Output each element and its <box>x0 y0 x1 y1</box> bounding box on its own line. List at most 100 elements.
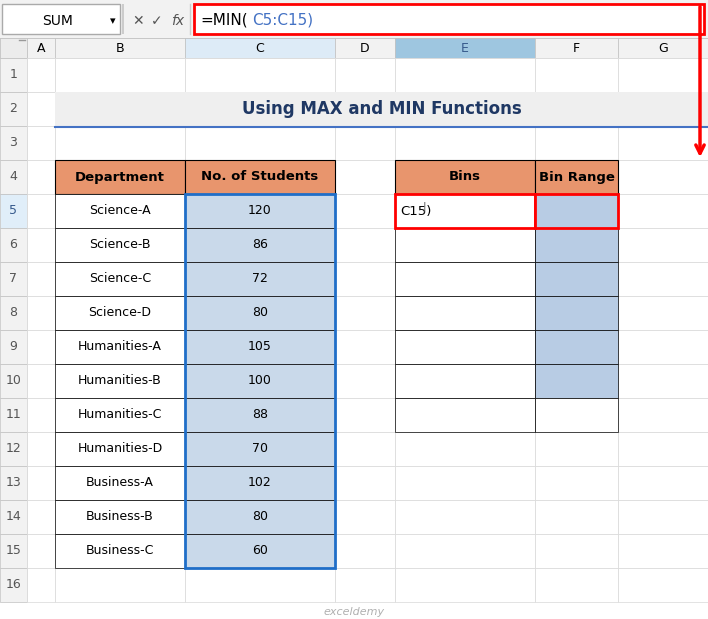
Bar <box>185 500 335 534</box>
Text: |: | <box>423 202 427 212</box>
Bar <box>335 534 395 568</box>
Bar <box>185 398 335 432</box>
Bar <box>618 160 708 194</box>
Text: SUM: SUM <box>42 14 74 28</box>
Bar <box>395 296 535 330</box>
Bar <box>27 228 55 262</box>
Bar <box>618 296 708 330</box>
Bar <box>55 160 185 194</box>
Bar <box>27 160 55 194</box>
Bar <box>55 534 185 568</box>
Text: Bin Range: Bin Range <box>539 170 615 183</box>
Text: 88: 88 <box>252 409 268 422</box>
Bar <box>55 262 185 296</box>
Bar <box>55 432 185 466</box>
Bar <box>185 432 335 466</box>
Bar <box>185 194 335 568</box>
Text: C5:C15): C5:C15) <box>252 12 313 27</box>
Bar <box>55 364 185 398</box>
Text: 11: 11 <box>6 409 21 422</box>
Text: 8: 8 <box>9 306 18 319</box>
Bar <box>395 398 535 432</box>
Bar <box>0 500 27 534</box>
Bar <box>185 500 335 534</box>
Bar <box>395 160 535 194</box>
Bar <box>185 398 335 432</box>
Bar <box>395 126 535 160</box>
Bar <box>0 568 27 602</box>
Bar <box>55 534 185 568</box>
Bar <box>535 330 618 364</box>
Bar <box>395 398 535 432</box>
Bar <box>185 228 335 262</box>
Bar <box>535 398 618 432</box>
Bar <box>335 262 395 296</box>
Bar <box>185 296 335 330</box>
Text: 4: 4 <box>10 170 18 183</box>
Bar <box>535 126 618 160</box>
Bar <box>395 194 535 228</box>
Bar <box>55 92 185 126</box>
Bar <box>535 194 618 228</box>
Bar <box>27 38 55 58</box>
Text: 102: 102 <box>248 477 272 490</box>
Bar <box>618 92 708 126</box>
Text: ✓: ✓ <box>152 14 163 28</box>
Bar <box>27 500 55 534</box>
Bar <box>27 92 55 126</box>
Bar <box>335 58 395 92</box>
Bar <box>395 364 535 398</box>
Bar <box>395 534 535 568</box>
Bar <box>0 160 27 194</box>
Bar <box>395 432 535 466</box>
Text: 6: 6 <box>10 238 18 251</box>
Bar <box>185 228 335 262</box>
Bar <box>335 92 395 126</box>
Bar <box>27 364 55 398</box>
Bar <box>185 534 335 568</box>
Bar <box>55 38 185 58</box>
Bar <box>185 194 335 228</box>
Text: 15: 15 <box>6 545 21 558</box>
Bar <box>185 38 335 58</box>
Bar <box>535 364 618 398</box>
Text: 13: 13 <box>6 477 21 490</box>
Text: 5: 5 <box>9 204 18 217</box>
Bar <box>0 432 27 466</box>
Bar <box>535 296 618 330</box>
Text: C: C <box>256 41 264 54</box>
Text: 14: 14 <box>6 511 21 524</box>
Bar <box>0 330 27 364</box>
Text: Business-B: Business-B <box>86 511 154 524</box>
Bar <box>55 194 185 228</box>
Text: Department: Department <box>75 170 165 183</box>
Bar <box>395 194 535 228</box>
Bar <box>0 262 27 296</box>
Bar <box>535 92 618 126</box>
Bar <box>535 534 618 568</box>
Bar <box>395 568 535 602</box>
Bar <box>535 466 618 500</box>
Bar <box>535 194 618 228</box>
Bar <box>185 262 335 296</box>
Text: Bins: Bins <box>449 170 481 183</box>
Bar <box>27 296 55 330</box>
Text: E: E <box>461 41 469 54</box>
Bar <box>535 228 618 262</box>
Bar <box>27 126 55 160</box>
Bar <box>535 194 618 228</box>
Bar <box>535 432 618 466</box>
Bar <box>27 466 55 500</box>
Bar <box>0 364 27 398</box>
Bar <box>535 262 618 296</box>
Bar <box>535 500 618 534</box>
Text: 10: 10 <box>6 374 21 387</box>
Bar <box>185 330 335 364</box>
Bar <box>335 364 395 398</box>
Bar <box>55 432 185 466</box>
Bar <box>0 466 27 500</box>
Bar <box>335 296 395 330</box>
Bar <box>335 330 395 364</box>
Text: =MIN(: =MIN( <box>200 12 248 27</box>
Bar <box>55 364 185 398</box>
